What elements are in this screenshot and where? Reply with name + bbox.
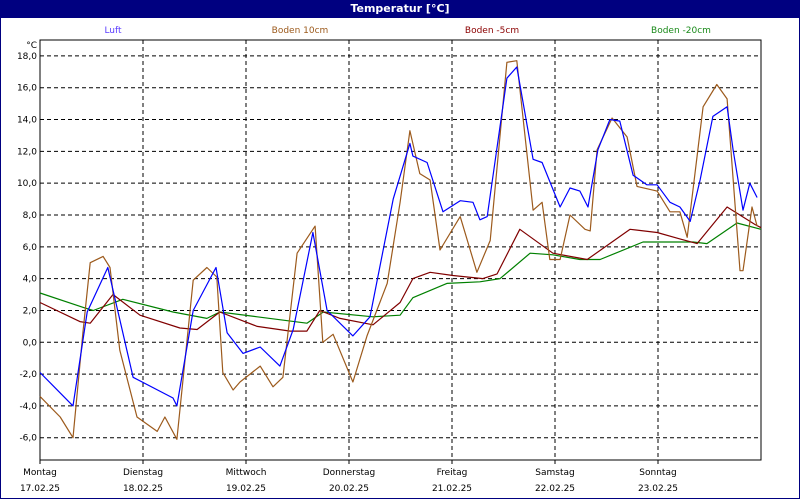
y-tick-label: 0,0	[23, 338, 38, 348]
y-tick-label: 2,0	[23, 306, 38, 316]
series-line-boden-20cm	[39, 222, 762, 324]
y-axis-unit: °C	[26, 41, 37, 51]
legend-item-boden-10cm: Boden 10cm	[272, 26, 329, 36]
y-tick-label: -2,0	[19, 370, 37, 380]
y-tick-label: 10,0	[17, 179, 37, 189]
x-tick-day: Donnerstag	[323, 468, 376, 478]
x-tick-day: Freitag	[437, 468, 468, 478]
y-tick-label: 12,0	[17, 147, 37, 157]
legend-item-boden-5cm: Boden -5cm	[465, 26, 519, 36]
x-tick-day: Samstag	[535, 468, 574, 478]
y-tick-label: 8,0	[23, 211, 38, 221]
y-tick-label: 6,0	[23, 243, 38, 253]
legend-item-luft: Luft	[104, 26, 122, 36]
y-tick-label: -6,0	[19, 434, 37, 444]
x-tick-date: 22.02.25	[535, 484, 575, 494]
y-tick-label: 16,0	[17, 84, 37, 94]
x-tick-date: 23.02.25	[638, 484, 678, 494]
x-tick-day: Montag	[23, 468, 57, 478]
y-tick-label: 18,0	[17, 52, 37, 62]
plot-area	[39, 39, 762, 461]
x-tick-date: 18.02.25	[123, 484, 163, 494]
chart-title: Temperatur [°C]	[0, 0, 800, 18]
x-tick-day: Dienstag	[123, 468, 163, 478]
x-tick-date: 20.02.25	[329, 484, 369, 494]
legend-item-boden-20cm: Boden -20cm	[651, 26, 711, 36]
series-line-boden-5cm	[39, 206, 762, 332]
x-tick-date: 17.02.25	[20, 484, 60, 494]
series-line-boden-10cm	[39, 60, 758, 440]
x-tick-day: Mittwoch	[226, 468, 267, 478]
y-tick-label: 14,0	[17, 116, 37, 126]
y-tick-label: 4,0	[23, 275, 38, 285]
x-tick-date: 21.02.25	[432, 484, 472, 494]
y-tick-label: -4,0	[19, 402, 37, 412]
x-tick-day: Sonntag	[639, 468, 676, 478]
series-line-luft	[39, 66, 758, 407]
x-tick-date: 19.02.25	[226, 484, 266, 494]
